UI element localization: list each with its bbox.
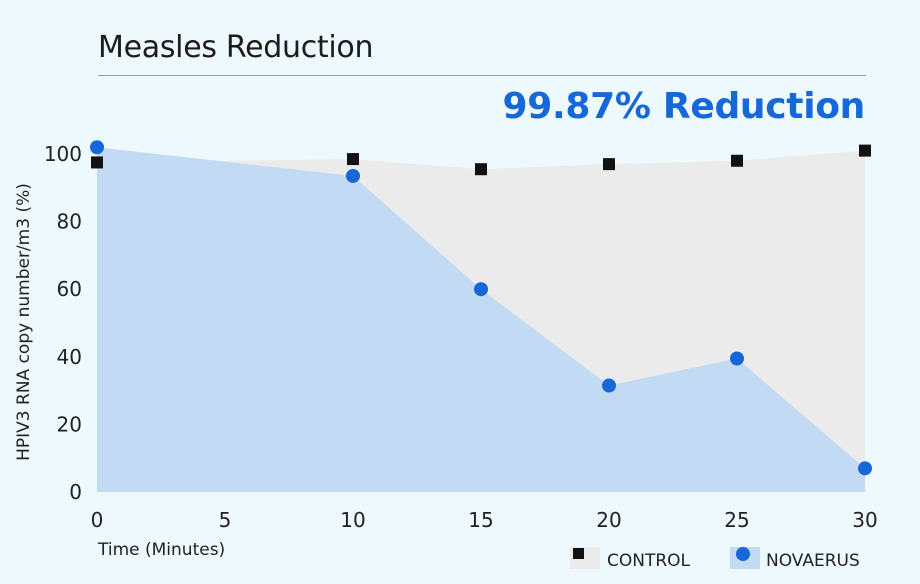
- y-tick-label: 80: [57, 210, 82, 234]
- y-axis-label: HPIV3 RNA copy number/m3 (%): [14, 183, 34, 461]
- novaerus-point: [474, 282, 488, 297]
- y-tick-label: 40: [57, 345, 82, 369]
- y-tick-label: 60: [57, 277, 82, 301]
- y-tick-label: 0: [69, 480, 82, 504]
- novaerus-legend-marker: [736, 547, 750, 561]
- x-tick-label: 25: [724, 508, 749, 532]
- novaerus-point: [602, 378, 616, 393]
- control-legend-label: CONTROL: [607, 551, 691, 571]
- novaerus-point: [730, 351, 744, 366]
- chart-title: Measles Reduction: [98, 30, 374, 65]
- title-divider: [98, 75, 866, 76]
- novaerus-legend-label: NOVAERUS: [766, 551, 860, 571]
- x-tick-label: 20: [596, 508, 621, 532]
- x-tick-label: 0: [91, 508, 104, 532]
- novaerus-point: [858, 461, 872, 476]
- control-point: [347, 153, 359, 166]
- reduction-headline: 99.87% Reduction: [502, 86, 866, 127]
- y-tick-label: 100: [44, 142, 82, 166]
- novaerus-area: [97, 147, 865, 493]
- x-tick-label: 5: [219, 508, 232, 532]
- novaerus-point: [90, 140, 104, 155]
- y-tick-label: 20: [57, 412, 82, 436]
- control-point: [859, 144, 871, 157]
- x-tick-label: 10: [340, 508, 365, 532]
- control-point: [731, 154, 743, 167]
- control-legend-marker: [573, 548, 584, 559]
- novaerus-point: [346, 168, 360, 183]
- x-tick-label: 15: [468, 508, 493, 532]
- control-point: [475, 163, 487, 176]
- x-axis-label: Time (Minutes): [97, 540, 225, 560]
- control-point: [603, 158, 615, 171]
- control-point: [91, 156, 103, 169]
- x-tick-label: 30: [852, 508, 877, 532]
